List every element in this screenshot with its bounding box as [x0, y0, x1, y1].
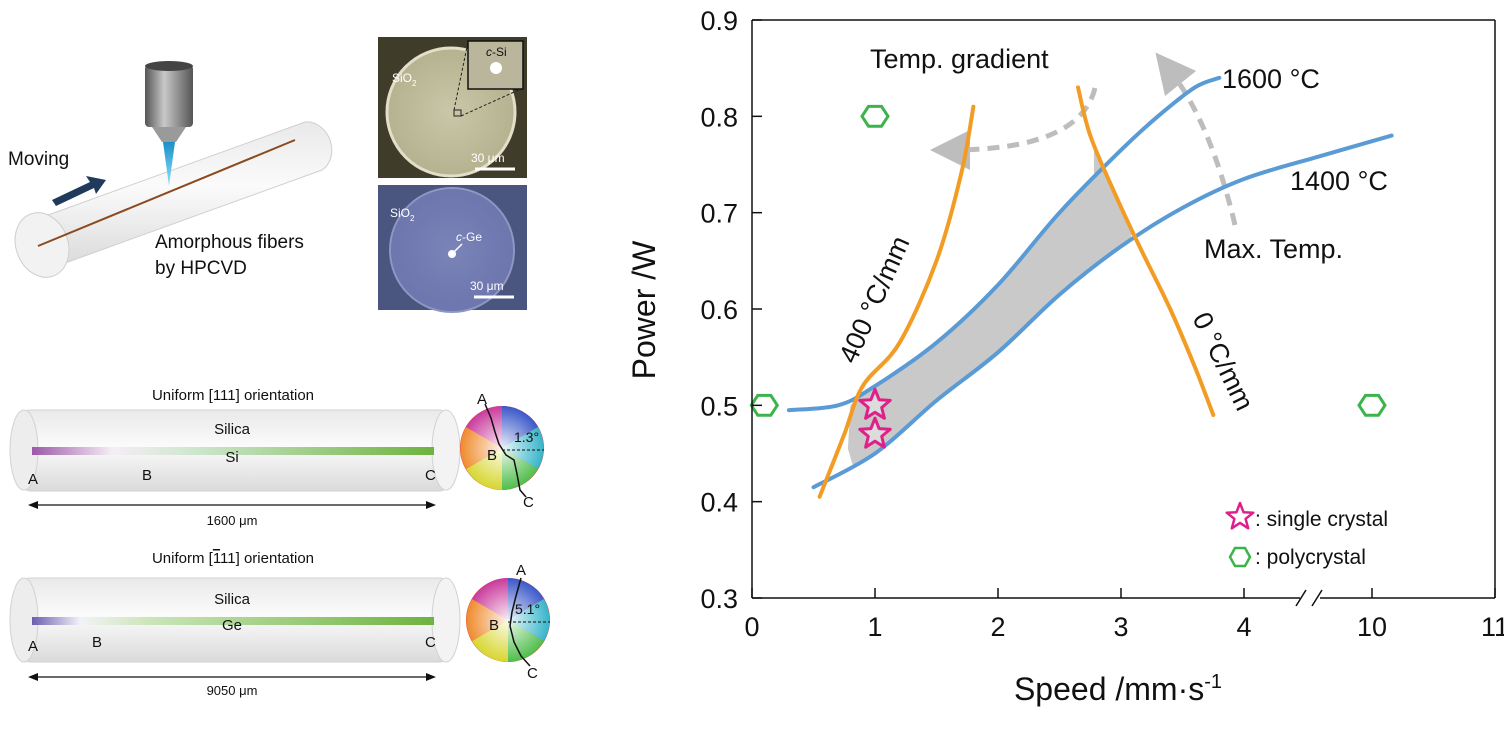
- y-ticks: 0.3 0.4 0.5 0.6 0.7 0.8 0.9: [700, 6, 762, 614]
- si-point-c: C: [425, 467, 436, 484]
- laser-beam-icon: [163, 142, 175, 186]
- fiber-caption-line1: Amorphous fibers: [155, 232, 304, 253]
- ge-wheel-c: C: [527, 665, 538, 682]
- ge-point-b: B: [92, 634, 102, 651]
- label-0: 0 °C/mm: [1187, 307, 1260, 415]
- curve-400-gradient: [817, 104, 976, 499]
- polycrystal-hexagon: [860, 104, 890, 128]
- x-tick-label: 2: [990, 612, 1005, 642]
- chart-markers: [749, 104, 1387, 449]
- legend: : single crystal : polycrystal: [1225, 501, 1388, 569]
- curve-0-gradient: [1076, 85, 1216, 417]
- si-wheel-b: B: [487, 447, 497, 464]
- micrograph-si: SiO2 c-Si 30 μm: [378, 37, 527, 178]
- chart-arrows: [930, 52, 1238, 226]
- si-orientation-title: Uniform [111] orientation: [152, 387, 314, 404]
- ge-wheel-b: B: [489, 617, 499, 634]
- ge-matrix-label: SiO2: [390, 206, 415, 223]
- label-400: 400 °C/mm: [833, 232, 915, 368]
- si-length-label: 1600 μm: [207, 513, 258, 528]
- x-ticks: 0 1 2 3 4 10 11: [744, 588, 1504, 642]
- y-tick-label: 0.9: [700, 6, 738, 36]
- si-scale-label: 30 μm: [471, 151, 505, 165]
- chart-curves: [786, 75, 1394, 499]
- si-cladding-label: Silica: [214, 421, 251, 438]
- si-wheel-c: C: [523, 494, 534, 511]
- si-angle-label: 1.3°: [514, 429, 539, 445]
- label-1400: 1400 °C: [1290, 166, 1388, 196]
- ge-core-label: c-Ge: [456, 230, 482, 244]
- polycrystal-hexagon: [1357, 393, 1387, 417]
- curve-1400: [811, 133, 1394, 490]
- temp-gradient-arrow: [930, 87, 1098, 170]
- legend-hexagon-icon: [1228, 546, 1252, 568]
- si-point-a: A: [28, 471, 38, 488]
- curve-1600: [786, 75, 1222, 413]
- y-tick-label: 0.7: [700, 199, 738, 229]
- single-crystal-star: [858, 416, 892, 449]
- y-tick-label: 0.6: [700, 295, 738, 325]
- legend-star-icon: [1225, 501, 1255, 530]
- process-window-chart: 0.3 0.4 0.5 0.6 0.7 0.8 0.9 0 1 2 3 4 10 11 Power /W…: [626, 6, 1504, 707]
- max-temp-arrow: [1155, 52, 1238, 226]
- moving-label: Moving: [8, 149, 69, 170]
- y-axis-label: Power /W: [626, 240, 662, 379]
- fiber-illustration: Moving Amorphous fibers by HPCVD: [8, 61, 333, 279]
- label-temp-gradient: Temp. gradient: [870, 44, 1049, 74]
- chart-region: [847, 145, 1133, 466]
- si-matrix-label: SiO2: [392, 71, 417, 88]
- orientation-ge: Uniform [111] orientation Silica Ge A B …: [9, 550, 461, 698]
- si-wheel-a: A: [477, 391, 487, 408]
- axis-break-mark: [1295, 589, 1307, 607]
- orientation-si: Uniform [111] orientation Silica Si A B …: [9, 387, 461, 528]
- label-max-temp: Max. Temp.: [1204, 234, 1343, 264]
- plot-frame: [751, 19, 1496, 607]
- x-tick-label: 3: [1113, 612, 1128, 642]
- ge-core-label: Ge: [222, 617, 242, 634]
- si-pole-figure: A B C 1.3°: [460, 391, 544, 511]
- micrograph-ge: SiO2 c-Ge 30 μm: [378, 185, 527, 313]
- legend-poly-label: : polycrystal: [1255, 546, 1366, 569]
- si-core-bar: [32, 447, 434, 455]
- nozzle-icon: [145, 65, 193, 127]
- ge-orientation-title: Uniform [111] orientation: [152, 550, 314, 567]
- ge-point-a: A: [28, 638, 38, 655]
- ge-core-bar: [32, 617, 434, 625]
- fiber-core-line: [37, 139, 296, 247]
- si-core-label: Si: [225, 449, 238, 466]
- x-tick-label: 1: [867, 612, 882, 642]
- y-tick-label: 0.3: [700, 584, 738, 614]
- x-tick-label: 10: [1357, 612, 1387, 642]
- ge-cladding-label: Silica: [214, 591, 251, 608]
- label-1600: 1600 °C: [1222, 64, 1320, 94]
- moving-arrow-icon: [52, 176, 106, 206]
- ge-angle-label: 5.1°: [515, 601, 540, 617]
- x-tick-label: 4: [1236, 612, 1251, 642]
- si-inset-label: c-Si: [486, 45, 507, 59]
- fiber-caption-line2: by HPCVD: [155, 258, 247, 279]
- x-axis-label: Speed /mm·s-1: [1014, 671, 1222, 707]
- ge-scale-label: 30 μm: [470, 279, 504, 293]
- ge-length-label: 9050 μm: [207, 683, 258, 698]
- ge-pole-figure: A B C 5.1°: [466, 562, 550, 682]
- y-tick-label: 0.4: [700, 488, 738, 518]
- y-tick-label: 0.8: [700, 102, 738, 132]
- x-tick-label: 11: [1481, 612, 1504, 642]
- x-tick-label: 0: [744, 612, 759, 642]
- legend-single-label: : single crystal: [1255, 508, 1388, 531]
- axis-break-mark: [1311, 589, 1323, 607]
- y-tick-label: 0.5: [700, 391, 738, 421]
- ge-wheel-a: A: [516, 562, 526, 579]
- single-crystal-star: [858, 387, 892, 420]
- ge-point-c: C: [425, 634, 436, 651]
- si-point-b: B: [142, 467, 152, 484]
- process-window-region: [847, 145, 1133, 466]
